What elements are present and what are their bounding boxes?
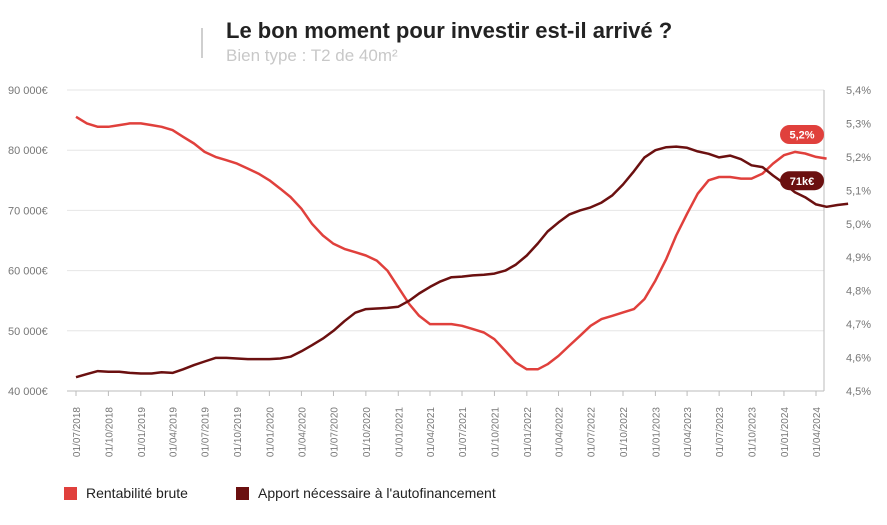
series-line-rentabilite (75, 115, 827, 371)
end-label-badge-apport (780, 171, 824, 191)
end-label-badge-rentabilite (780, 125, 824, 145)
x-tick-label: 01/10/2023 (748, 407, 759, 457)
y-left-tick-label: 50 000€ (8, 326, 48, 338)
x-tick-label: 01/07/2018 (72, 407, 83, 457)
x-tick-label: 01/01/2023 (651, 407, 662, 457)
x-tick-label: 01/10/2019 (233, 407, 244, 457)
legend-swatch-apport (236, 486, 249, 500)
y-right-tick-label: 4,6% (846, 353, 871, 365)
chart-title: Le bon moment pour investir est-il arriv… (226, 18, 673, 43)
x-tick-label: 01/01/2024 (780, 407, 791, 457)
x-tick-label: 01/07/2023 (715, 407, 726, 457)
x-tick-label: 01/04/2019 (169, 407, 180, 457)
series-line-apport (75, 145, 849, 379)
y-left-tick-label: 80 000€ (8, 145, 48, 157)
x-tick-label: 01/04/2024 (812, 407, 823, 457)
x-tick-label: 01/04/2022 (555, 407, 566, 457)
y-right-tick-label: 4,7% (846, 319, 871, 331)
x-tick-label: 01/01/2022 (523, 407, 534, 457)
x-tick-label: 01/01/2020 (265, 407, 276, 457)
legend-item-apport: Apport nécessaire à l'autofinancement (236, 485, 496, 501)
y-right-tick-label: 5,0% (846, 219, 871, 231)
x-tick-label: 01/07/2019 (201, 407, 212, 457)
title-accent-bar (201, 28, 203, 58)
y-left-tick-label: 40 000€ (8, 386, 48, 398)
x-tick-label: 01/04/2023 (683, 407, 694, 457)
chart-subtitle: Bien type : T2 de 40m² (226, 46, 398, 65)
x-tick-label: 01/01/2021 (394, 407, 405, 457)
x-tick-label: 01/07/2021 (458, 407, 469, 457)
legend-swatch-rentabilite (64, 486, 77, 500)
x-tick-label: 01/07/2020 (329, 407, 340, 457)
y-right-tick-label: 5,4% (846, 85, 871, 97)
y-right-tick-label: 4,8% (846, 286, 871, 298)
x-tick-label: 01/04/2021 (426, 407, 437, 457)
x-tick-label: 01/04/2020 (297, 407, 308, 457)
x-tick-label: 01/07/2022 (587, 407, 598, 457)
x-tick-label: 01/10/2020 (362, 407, 373, 457)
y-right-tick-label: 5,2% (846, 152, 871, 164)
y-right-tick-label: 4,9% (846, 252, 871, 264)
x-tick-label: 01/10/2021 (490, 407, 501, 457)
y-left-tick-label: 90 000€ (8, 85, 48, 97)
x-tick-label: 01/10/2018 (104, 407, 115, 457)
end-label-rentabilite: 5,2% (789, 130, 814, 142)
y-left-tick-label: 70 000€ (8, 205, 48, 217)
y-right-tick-label: 5,1% (846, 185, 871, 197)
legend-label-rentabilite: Rentabilité brute (86, 485, 188, 501)
end-label-apport: 71k€ (790, 176, 814, 188)
line-chart: 40 000€ 50 000€ 60 000€ 70 000€ 80 000€ 90 00… (8, 85, 871, 457)
y-right-tick-label: 4,5% (846, 386, 871, 398)
y-left-tick-label: 60 000€ (8, 266, 48, 278)
x-tick-label: 01/10/2022 (619, 407, 630, 457)
y-right-tick-label: 5,3% (846, 118, 871, 130)
x-tick-label: 01/01/2019 (137, 407, 148, 457)
legend-item-rentabilite: Rentabilité brute (64, 485, 188, 501)
legend-label-apport: Apport nécessaire à l'autofinancement (258, 485, 496, 501)
